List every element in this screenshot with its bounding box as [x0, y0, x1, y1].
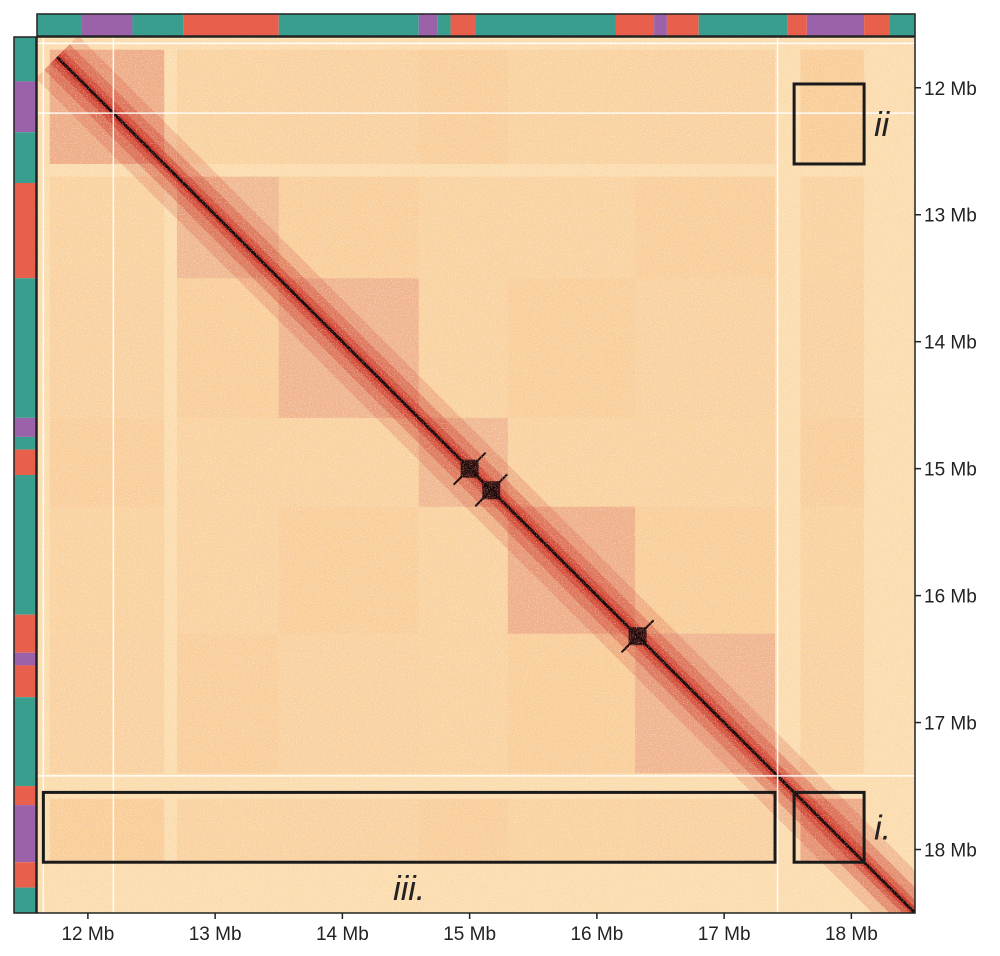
x-tick-label: 16 Mb — [570, 924, 623, 945]
track-segment-top — [698, 14, 788, 36]
track-segment-left — [14, 436, 36, 450]
track-segment-left — [14, 652, 36, 666]
y-tick-label: 18 Mb — [924, 841, 977, 862]
track-segment-left — [14, 614, 36, 653]
track-segment-left — [14, 132, 36, 183]
track-segment-left — [14, 887, 36, 913]
track-segment-left — [14, 665, 36, 698]
noise-overlay — [37, 37, 915, 913]
compartment-track-top — [36, 13, 916, 37]
y-tick-label: 12 Mb — [924, 79, 977, 100]
annotation-label: ii — [874, 106, 891, 144]
annotation-box — [792, 82, 866, 166]
track-segment-left — [14, 862, 36, 888]
track-segment-left — [14, 786, 36, 806]
compartment-track-left — [13, 36, 37, 914]
track-segment-top — [81, 14, 133, 36]
annotation-label: i. — [874, 809, 891, 847]
x-tick-label: 12 Mb — [61, 924, 114, 945]
track-segment-top — [806, 14, 865, 36]
track-segment-top — [37, 14, 82, 36]
track-segment-left — [14, 183, 36, 279]
track-segment-top — [132, 14, 184, 36]
region-annotations: i. ii iii. — [36, 36, 916, 914]
track-segment-left — [14, 805, 36, 863]
track-segment-top — [278, 14, 419, 36]
heatmap-frame — [36, 36, 916, 914]
x-tick-label: 17 Mb — [698, 924, 751, 945]
track-segment-top — [476, 14, 616, 36]
track-segment-left — [14, 37, 36, 82]
track-segment-left — [14, 449, 36, 475]
annotation-label: iii. — [393, 870, 425, 908]
track-segment-top — [654, 14, 667, 36]
track-segment-top — [437, 14, 451, 36]
track-frame-top — [36, 13, 916, 37]
track-segment-left — [14, 697, 36, 787]
x-tick-label: 14 Mb — [316, 924, 369, 945]
x-axis: 12 Mb 13 Mb 14 Mb 15 Mb 16 Mb 17 Mb 18 Mb — [61, 913, 878, 945]
annotation-box — [41, 790, 777, 864]
x-tick-label: 15 Mb — [443, 924, 496, 945]
track-segment-top — [450, 14, 476, 36]
y-tick-label: 15 Mb — [924, 460, 977, 481]
y-tick-label: 13 Mb — [924, 206, 977, 227]
track-segment-top — [889, 14, 915, 36]
track-segment-top — [864, 14, 890, 36]
track-segment-top — [787, 14, 807, 36]
track-segment-top — [418, 14, 438, 36]
contact-heatmap — [37, 37, 915, 913]
track-segment-left — [14, 417, 36, 437]
track-segment-top — [183, 14, 279, 36]
y-tick-label: 17 Mb — [924, 714, 977, 735]
y-tick-label: 14 Mb — [924, 333, 977, 354]
y-tick-label: 16 Mb — [924, 587, 977, 608]
track-segment-top — [666, 14, 699, 36]
x-tick-label: 18 Mb — [825, 924, 878, 945]
track-segment-top — [615, 14, 655, 36]
y-axis: 12 Mb 13 Mb 14 Mb 15 Mb 16 Mb 17 Mb 18 Mb — [915, 79, 977, 862]
track-segment-left — [14, 81, 36, 133]
track-segment-left — [14, 278, 36, 418]
annotation-box — [792, 790, 866, 864]
x-tick-label: 13 Mb — [189, 924, 242, 945]
track-frame-left — [13, 36, 37, 914]
track-segment-left — [14, 475, 36, 615]
